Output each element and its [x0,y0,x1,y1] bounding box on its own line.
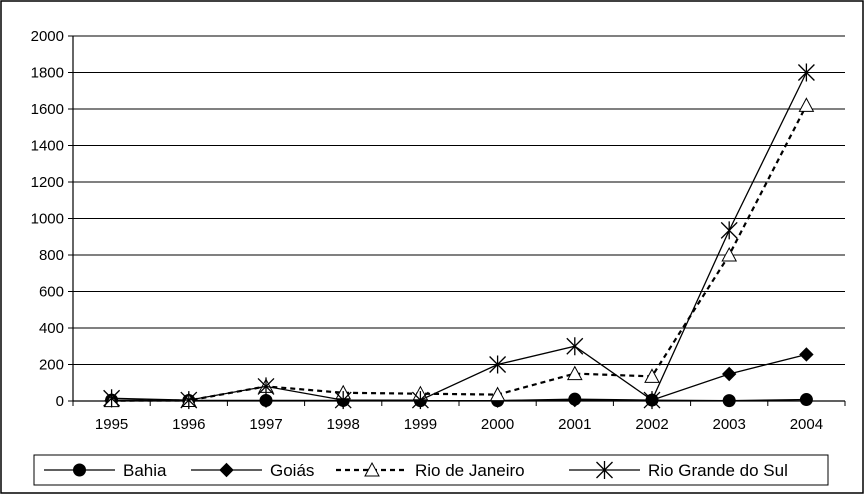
data-point-rio-de-janeiro [566,365,583,381]
x-tick-label: 2003 [713,416,746,433]
y-tick-label: 800 [39,247,64,264]
legend-label: Rio de Janeiro [415,461,525,480]
series-line-goias [111,353,807,402]
data-point-rio-grande-do-sul [411,391,429,410]
data-point-goias [258,393,274,408]
data-point-bahia [799,393,813,407]
data-point-bahia [722,394,736,408]
data-point-rio-de-janeiro [721,246,738,262]
data-point-rio-grande-do-sul [334,391,352,410]
x-tick-label: 1998 [327,416,360,433]
data-point-rio-grande-do-sul [643,391,661,410]
legend-marker [73,463,86,477]
y-tick-label: 2000 [31,28,64,45]
x-tick-label: 1997 [249,416,282,433]
data-point-rio-grande-do-sul [180,391,198,410]
y-tick-label: 1800 [31,65,64,82]
x-tick-label: 1996 [172,416,205,433]
legend-marker [219,462,234,478]
data-point-rio-grande-do-sul [103,389,121,408]
x-tick-label: 2001 [558,416,591,433]
x-tick-label: 2000 [481,416,514,433]
data-point-rio-grande-do-sul [797,63,815,82]
legend-item-bahia: Bahia [44,461,167,480]
x-tick-label: 1995 [95,416,128,433]
data-point-rio-grande-do-sul [257,377,275,396]
data-point-rio-de-janeiro [489,386,506,402]
series-line-rio-grande-do-sul [111,72,807,402]
data-point-rio-grande-do-sul [720,221,738,240]
data-point-rio-de-janeiro [644,368,660,383]
legend-marker [596,461,613,479]
legend-item-rio-de-janeiro: Rio de Janeiro [336,461,525,480]
data-point-goias [567,392,583,408]
legend-box [33,454,829,486]
data-point-rio-grande-do-sul [566,337,584,356]
legend-label: Rio Grande do Sul [648,461,788,480]
data-point-rio-grande-do-sul [489,355,507,374]
x-tick-label: 2002 [635,416,668,433]
data-point-rio-de-janeiro [798,97,815,112]
x-tick-label: 1999 [404,416,437,433]
x-tick-label: 2004 [790,416,823,433]
y-tick-label: 1600 [31,101,64,118]
data-point-goias [799,347,814,362]
series-rio-grande-do-sul [103,63,815,410]
y-tick-label: 400 [39,320,64,337]
y-tick-label: 1000 [31,211,64,228]
legend-item-goias: Goiás [191,461,314,480]
data-point-goias [721,366,737,382]
legend: Bahia Goiás Rio de Janeiro Rio Grande do Su… [33,454,829,486]
y-tick-label: 0 [56,393,64,410]
legend-label: Goiás [270,461,314,480]
series-lines [103,63,815,410]
y-tick-label: 1400 [31,138,64,155]
legend-label: Bahia [123,461,167,480]
y-tick-label: 600 [39,284,64,301]
y-tick-label: 1200 [31,174,64,191]
legend-item-rio-grande-do-sul: Rio Grande do Sul [569,461,788,480]
legend-marker [364,461,380,477]
y-tick-label: 200 [39,357,64,374]
